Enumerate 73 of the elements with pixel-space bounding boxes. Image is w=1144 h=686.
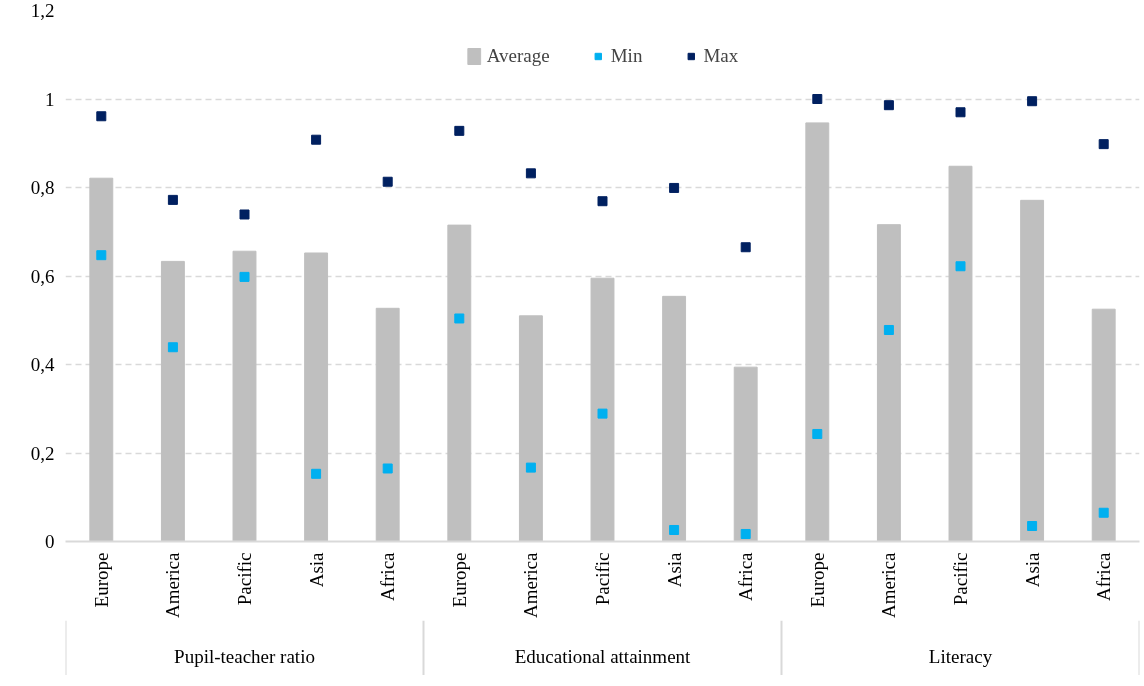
- text: Pupil-teacher ratio: [174, 645, 315, 667]
- point: [311, 468, 322, 479]
- point: [597, 196, 608, 207]
- bar: [948, 165, 973, 542]
- point: [239, 209, 250, 220]
- y-tick-label: 0,2: [30, 442, 55, 464]
- bar: [304, 252, 329, 542]
- bar: [876, 224, 901, 542]
- bar: [1020, 199, 1045, 542]
- x-tick-label: America: [520, 551, 542, 618]
- x-tick-label: America: [878, 551, 900, 618]
- y-tick-label: 1: [45, 88, 55, 110]
- x-tick-label: Asia: [1021, 551, 1043, 588]
- text: Literacy: [928, 645, 993, 667]
- point: [311, 134, 322, 145]
- x-tick-label: Africa: [1093, 551, 1115, 602]
- x-tick-label: Asia: [663, 551, 685, 588]
- point: [1027, 521, 1038, 532]
- point: [454, 125, 465, 136]
- y-tick-label: 0,8: [30, 177, 55, 198]
- bar: [160, 260, 185, 542]
- point: [96, 250, 107, 261]
- point: [955, 107, 966, 118]
- x-tick-label: Pacific: [950, 552, 971, 606]
- point: [1098, 507, 1109, 518]
- point: [669, 524, 680, 535]
- point: [669, 182, 680, 193]
- text: Educational attainment: [514, 645, 692, 667]
- x-tick-label: Africa: [377, 551, 399, 602]
- x-tick-label: Asia: [305, 551, 327, 588]
- point: [96, 111, 107, 122]
- point: [167, 342, 178, 353]
- point: [525, 462, 536, 473]
- bar: [232, 250, 257, 542]
- x-tick-label: Europe: [90, 552, 112, 608]
- legend-label: Min: [610, 45, 643, 67]
- point: [812, 94, 823, 104]
- point: [525, 168, 536, 179]
- x-tick-label: America: [162, 551, 184, 618]
- point: [382, 463, 393, 474]
- point: [454, 313, 465, 324]
- y-tick-label: 0: [45, 531, 55, 552]
- point: [812, 428, 823, 439]
- point: [740, 528, 751, 539]
- point: [239, 271, 250, 282]
- bar: [1091, 308, 1116, 542]
- y-tick-label: 0,4: [30, 354, 55, 375]
- x-tick-label: Europe: [448, 552, 470, 608]
- point: [1098, 139, 1109, 150]
- x-tick-label: Pacific: [592, 552, 613, 606]
- bar: [89, 177, 114, 542]
- point: [167, 194, 178, 205]
- bar: [590, 277, 615, 542]
- legend-label: Max: [703, 45, 739, 67]
- x-tick-label: Africa: [735, 551, 757, 602]
- bar: [447, 224, 472, 542]
- point: [382, 176, 393, 187]
- x-tick-label: Europe: [806, 552, 828, 608]
- point: [955, 261, 966, 272]
- point: [740, 242, 751, 253]
- bar: [375, 307, 400, 542]
- bar: [805, 122, 830, 542]
- point: [1027, 96, 1038, 107]
- point: [883, 100, 894, 111]
- bar: [662, 295, 687, 542]
- point: [597, 408, 608, 419]
- y-tick-label: 0,6: [30, 265, 55, 287]
- y-tick-label: 1,2: [30, 0, 55, 21]
- x-tick-label: Pacific: [234, 552, 255, 606]
- bar: [518, 315, 543, 542]
- point: [883, 324, 894, 335]
- bar: [733, 366, 758, 542]
- legend-label: Average: [486, 45, 550, 67]
